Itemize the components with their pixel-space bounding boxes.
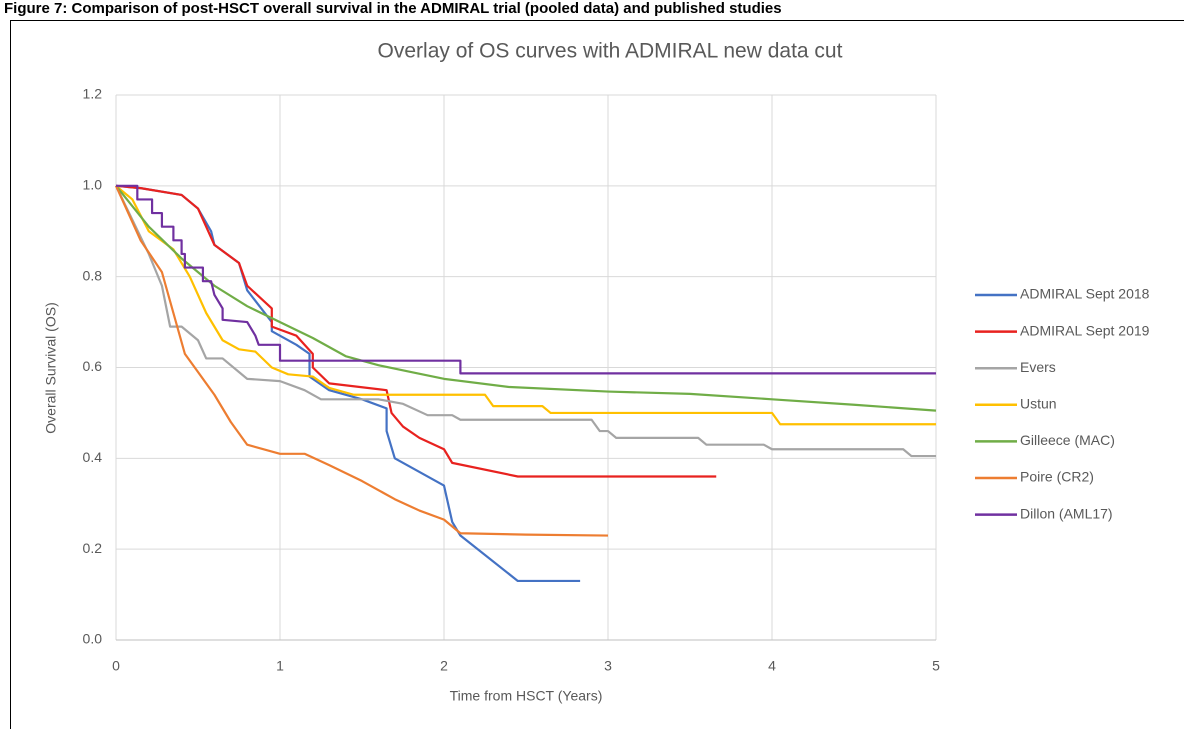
series-line [114,185,609,537]
x-tick-label: 4 [768,658,776,674]
x-tick-label: 1 [276,658,284,674]
series-line [115,184,581,583]
series-line [115,184,936,426]
series-line [115,184,717,478]
x-tick-label: 3 [604,658,612,674]
series-line [115,185,937,412]
y-tick-label: 1.2 [83,86,103,102]
series-line [115,185,936,458]
legend-label: Dillon (AML17) [1020,505,1113,521]
legend-label: Evers [1020,359,1056,375]
x-tick-label: 0 [112,658,120,674]
x-axis-label: Time from HSCT (Years) [450,688,603,704]
legend-label: ADMIRAL Sept 2018 [1020,286,1150,302]
y-axis-label: Overall Survival (OS) [43,302,59,433]
legend-label: ADMIRAL Sept 2019 [1020,322,1150,338]
series-line [116,184,936,375]
y-tick-label: 0.8 [83,267,103,283]
figure-caption: Figure 7: Comparison of post-HSCT overal… [4,0,782,17]
y-tick-label: 0.0 [83,631,103,647]
frame [10,20,1184,729]
legend-label: Poire (CR2) [1020,469,1094,485]
x-tick-label: 2 [440,658,448,674]
y-tick-label: 0.4 [83,449,103,465]
y-tick-label: 0.6 [83,358,103,374]
chart-title: Overlay of OS curves with ADMIRAL new da… [378,40,843,63]
y-tick-label: 0.2 [83,540,103,556]
legend-label: Ustun [1020,396,1057,412]
y-tick-label: 1.0 [83,177,103,193]
x-tick-label: 5 [932,658,940,674]
legend-label: Gilleece (MAC) [1020,432,1115,448]
